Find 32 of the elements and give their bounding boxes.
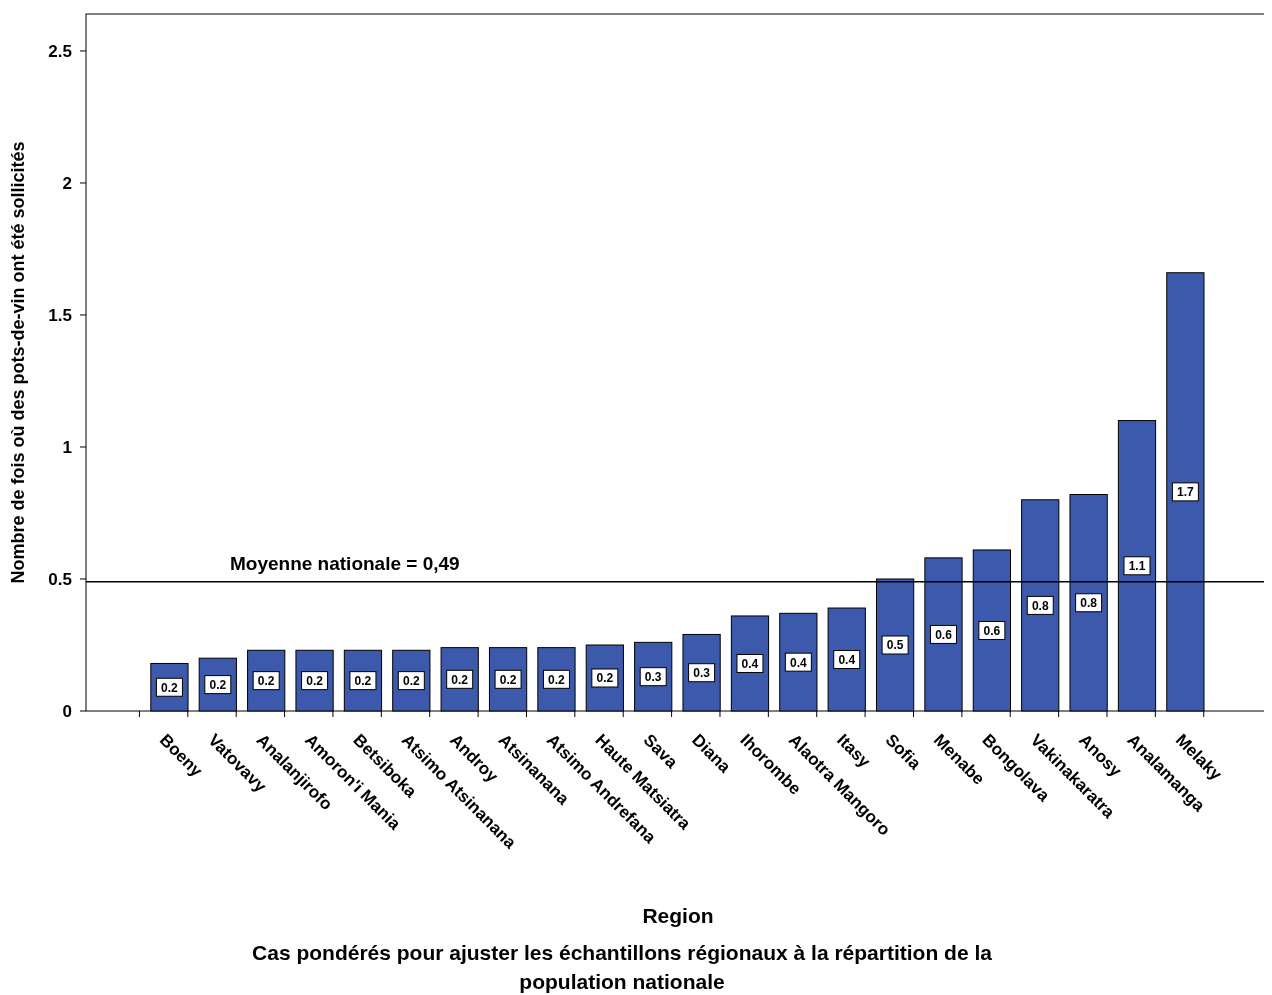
data-label: 0.2: [451, 672, 469, 687]
data-label: 0.2: [402, 674, 420, 689]
y-tick-label: 1: [62, 437, 72, 457]
data-label: 0.2: [257, 674, 275, 689]
data-label: 0.6: [983, 623, 1001, 638]
ref-line-label: Moyenne nationale = 0,49: [230, 552, 460, 574]
y-tick-label: 0: [62, 702, 72, 721]
y-axis-title: Nombre de fois où des pots-de-vin ont été sollicités: [8, 141, 28, 584]
data-label: 0.2: [209, 678, 227, 693]
data-label: 0.5: [886, 638, 904, 653]
data-label: 0.2: [354, 674, 372, 689]
data-label: 0.6: [935, 627, 953, 642]
data-label: 0.2: [548, 672, 566, 687]
data-label: 0.2: [161, 680, 179, 695]
y-tick-label: 2: [62, 173, 72, 193]
data-label: 0.3: [693, 666, 711, 681]
y-tick-label: 0.5: [48, 569, 72, 589]
data-label: 0.8: [1080, 596, 1098, 611]
data-label: 0.3: [644, 670, 662, 685]
data-label: 0.4: [838, 653, 856, 668]
data-label: 1.7: [1177, 485, 1195, 500]
y-tick-label: 1.5: [48, 305, 72, 325]
data-label: 0.2: [499, 672, 517, 687]
data-label: 0.8: [1031, 598, 1049, 613]
text: Cas pondérés pour ajuster les échantillons régionaux à la répartition de la population nationale: [252, 941, 993, 993]
x-axis-title: Region: [642, 904, 714, 927]
data-label: 0.4: [790, 655, 808, 670]
data-label: 0.2: [596, 671, 614, 686]
data-label: 0.2: [306, 674, 324, 689]
y-tick-label: 2.5: [48, 41, 72, 61]
data-label: 1.1: [1128, 559, 1146, 574]
data-label: 0.4: [741, 656, 759, 671]
